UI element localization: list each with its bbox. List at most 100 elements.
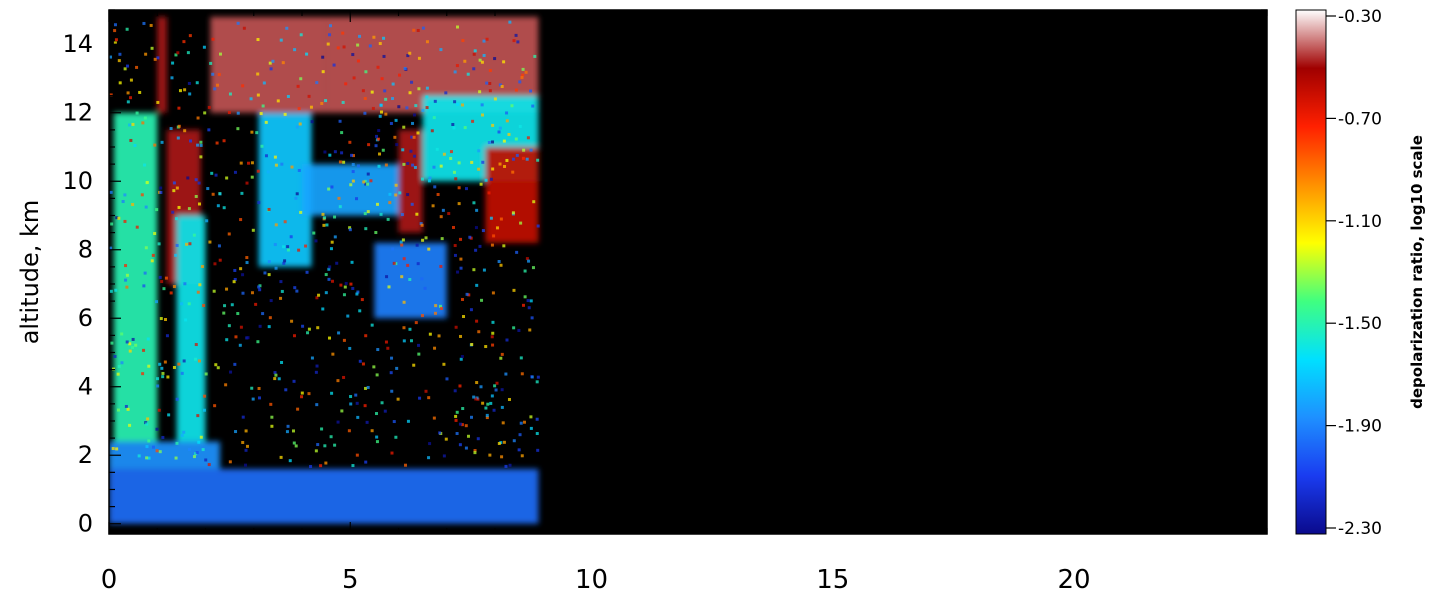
heatmap-cell [459,257,463,261]
heatmap-cell [485,413,489,417]
heatmap-cell [197,359,201,363]
heatmap-cell [519,221,523,225]
heatmap-cell [260,144,264,148]
heatmap-cell [206,187,210,191]
heatmap-cell [284,388,288,392]
heatmap-cell [330,279,334,283]
heatmap-cell [115,447,119,451]
heatmap-cell [482,268,486,272]
heatmap-cell [111,447,115,451]
heatmap-cell [142,21,146,25]
heatmap-cell [125,273,129,277]
heatmap-cell [433,99,437,103]
heatmap-cell [358,309,362,313]
heatmap-cell [320,427,324,431]
heatmap-cell [455,64,459,68]
heatmap-cell [351,286,355,290]
heatmap-cell [177,106,181,110]
heatmap-cell [520,372,524,376]
heatmap-cell [194,194,198,198]
heatmap-cell [174,253,178,257]
heatmap-cell [454,418,458,422]
heatmap-cell [428,176,432,180]
heatmap-cell [323,150,327,154]
heatmap-cell [338,119,342,123]
heatmap-cell [377,129,381,133]
heatmap-cell [361,362,365,366]
heatmap-cell [329,435,333,439]
heatmap-cell [493,97,497,101]
heatmap-cell [199,143,203,147]
heatmap-cell [464,187,468,191]
heatmap-cell [232,280,236,284]
heatmap-cell [463,59,467,63]
heatmap-cell [175,186,179,190]
heatmap-cell [375,202,379,206]
heatmap-cell [379,103,383,107]
heatmap-cell [323,444,327,448]
heatmap-cell [420,223,424,227]
heatmap-cell [259,112,263,116]
heatmap-cell [453,253,457,257]
heatmap-cell [408,327,412,331]
heatmap-cell [348,140,352,144]
heatmap-cell [354,393,358,397]
heatmap-cell [410,80,414,84]
heatmap-cell [351,179,355,183]
heatmap-cell [454,414,458,418]
heatmap-cell [233,277,237,281]
heatmap-cell [390,389,394,393]
heatmap-cell [432,416,436,420]
heatmap-cell [494,388,498,392]
heatmap-cell [293,48,297,52]
heatmap-cell [505,119,509,123]
heatmap-cell [406,161,410,165]
heatmap-cell [250,175,254,179]
heatmap-cell [383,409,387,413]
heatmap-cell [113,354,117,358]
heatmap-cell [169,127,173,131]
heatmap-cell [250,386,254,390]
heatmap-cell [146,417,150,421]
heatmap-cell [495,381,499,385]
heatmap-cell [487,141,491,145]
heatmap-cell [273,243,277,247]
heatmap-cell [196,414,200,418]
heatmap-cell [421,108,425,112]
heatmap-cell [274,163,278,167]
heatmap-cell [358,359,362,363]
heatmap-cell [188,242,192,246]
heatmap-cell [174,456,178,460]
heatmap-cell [532,200,536,204]
heatmap-cell [439,215,443,219]
heatmap-cell [333,235,337,239]
heatmap-cell [223,304,227,308]
heatmap-cell [295,192,299,196]
heatmap-cell [241,440,245,444]
heatmap-cell [461,103,465,107]
heatmap-cell [145,456,149,460]
heatmap-cell [490,335,494,339]
heatmap-cell [380,110,384,114]
heatmap-cell [159,190,163,194]
heatmap-cell [338,205,342,209]
heatmap-cell [437,334,441,338]
heatmap-cell [324,99,328,103]
heatmap-cell [238,343,242,347]
heatmap-cell [149,23,153,27]
heatmap-cell [230,303,234,307]
heatmap-cell [491,140,495,144]
heatmap-cell [218,192,222,196]
heatmap-cell [268,61,272,65]
heatmap-cell [156,56,160,60]
heatmap-cell [294,196,298,200]
heatmap-cell [218,52,222,56]
heatmap-cell [398,73,402,77]
heatmap-cell [246,336,250,340]
heatmap-cell [143,116,147,120]
heatmap-cell [473,449,477,453]
heatmap-cell [527,259,531,263]
heatmap-cell [493,384,497,388]
heatmap-cell [364,334,368,338]
